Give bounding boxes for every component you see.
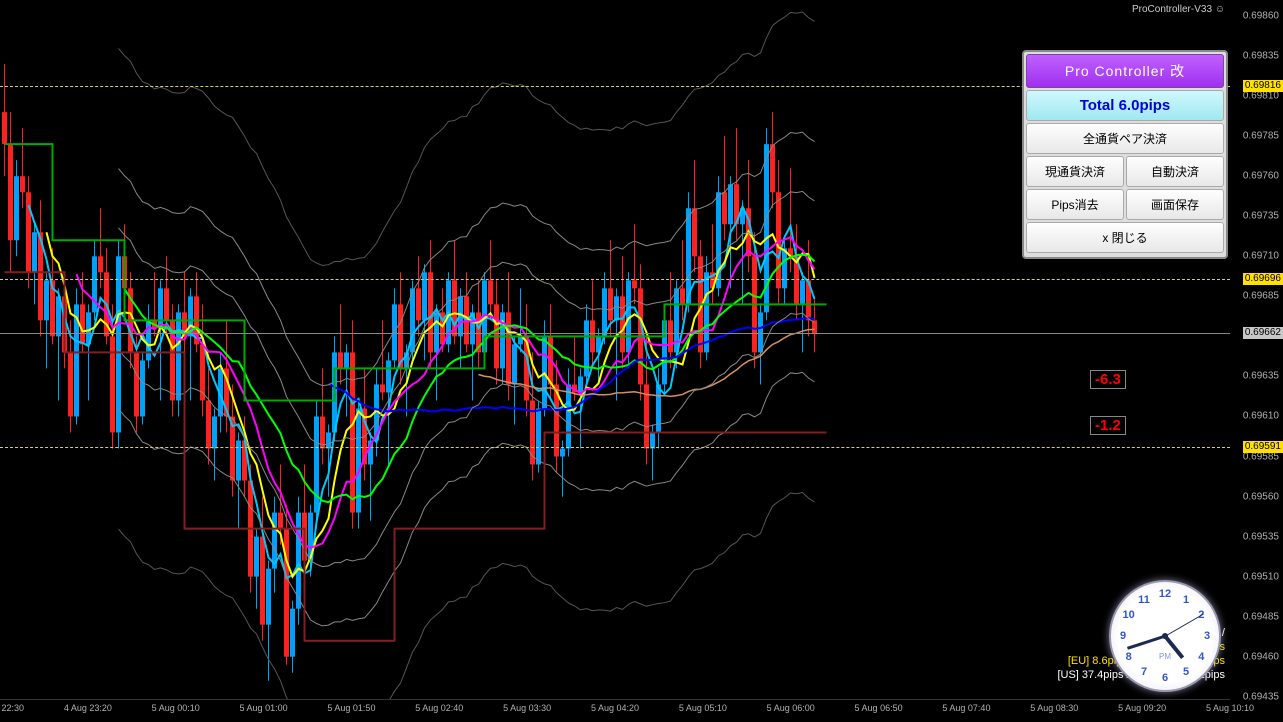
pnl-label: -1.2 [1090, 416, 1126, 435]
controller-panel: Pro Controller 改 Total 6.0pips 全通貨ペア決済 現… [1022, 50, 1228, 259]
close-all-button[interactable]: 全通貨ペア決済 [1026, 123, 1224, 154]
clear-pips-button[interactable]: Pips消去 [1026, 189, 1124, 220]
panel-title: Pro Controller 改 [1026, 54, 1224, 88]
price-marker: 0.69816 [1243, 80, 1283, 92]
price-scale: 0.698600.698350.698100.697850.697600.697… [1230, 0, 1283, 700]
save-screen-button[interactable]: 画面保存 [1126, 189, 1224, 220]
price-marker: 0.69662 [1243, 327, 1283, 339]
price-marker: 0.69696 [1243, 273, 1283, 285]
pnl-label: -6.3 [1090, 370, 1126, 389]
close-current-button[interactable]: 現通貨決済 [1026, 156, 1124, 187]
auto-close-button[interactable]: 自動決済 [1126, 156, 1224, 187]
time-scale: 4 Aug 22:304 Aug 23:205 Aug 00:105 Aug 0… [0, 699, 1230, 722]
price-marker: 0.69591 [1243, 441, 1283, 453]
analog-clock: PM 123456789101112 [1109, 580, 1221, 692]
clock-pm-label: PM [1159, 652, 1171, 661]
horizontal-line [0, 447, 1230, 448]
close-panel-button[interactable]: x 閉じる [1026, 222, 1224, 253]
horizontal-line [0, 333, 1230, 334]
indicator-name: ProController-V33 ☺ [1132, 4, 1225, 15]
panel-total: Total 6.0pips [1026, 90, 1224, 121]
horizontal-line [0, 279, 1230, 280]
